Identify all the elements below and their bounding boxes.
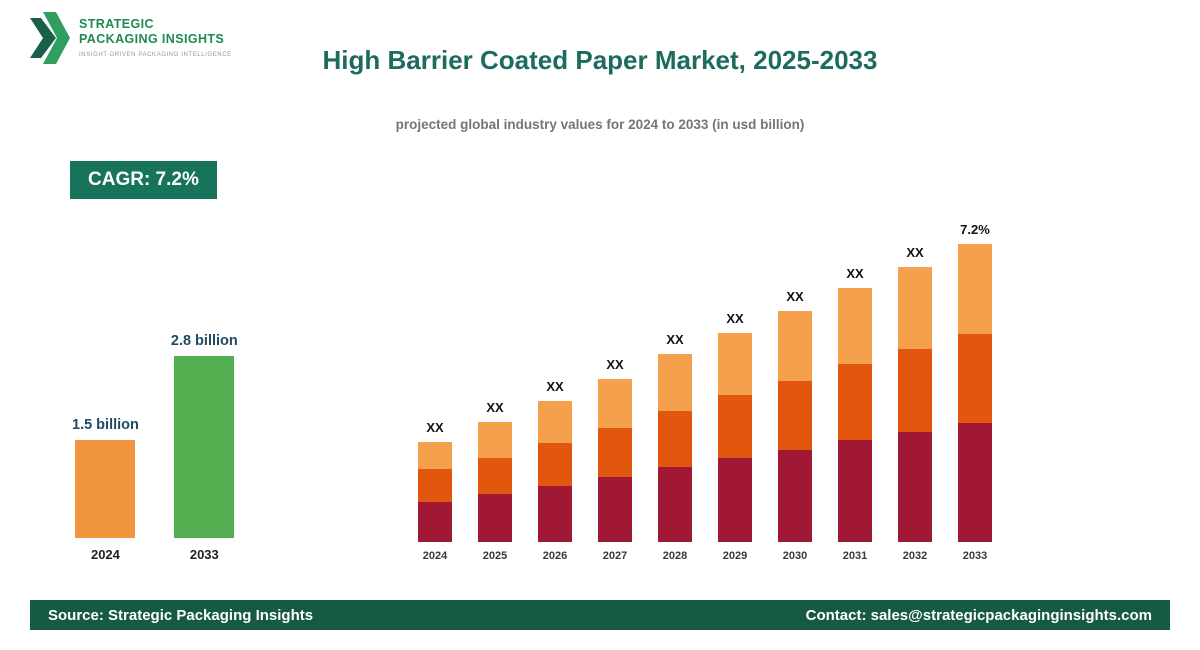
segment-top: [598, 379, 632, 428]
bar-value-label: XX: [906, 245, 924, 260]
segment-top: [958, 244, 992, 334]
logo-name-line2: PACKAGING INSIGHTS: [79, 32, 225, 47]
bar-value-label: XX: [786, 289, 804, 304]
segment-top: [838, 288, 872, 364]
bar-group-2024: XX 2024: [418, 420, 452, 562]
bar-value-label: 2.8 billion: [170, 333, 238, 349]
bar-2029: [718, 333, 752, 542]
bar-value-label: XX: [486, 400, 504, 415]
bar-value-label: XX: [726, 311, 744, 326]
year-label: 2032: [902, 550, 928, 562]
year-label: 2030: [782, 550, 808, 562]
segment-bottom: [538, 486, 572, 542]
cagr-badge: CAGR: 7.2%: [70, 161, 217, 199]
comparison-chart: 1.5 billion 2024 2.8 billion 2033: [72, 333, 238, 562]
segment-middle: [958, 334, 992, 423]
segment-top: [778, 311, 812, 381]
segment-middle: [418, 469, 452, 502]
year-label: 2025: [482, 550, 508, 562]
segment-middle: [598, 428, 632, 477]
segment-bottom: [838, 440, 872, 542]
segment-middle: [538, 443, 572, 486]
bar-group-2033: 7.2% 2033: [958, 222, 992, 562]
bar-group-2027: XX 2027: [598, 357, 632, 562]
bar-group-2024: 1.5 billion 2024: [72, 417, 139, 562]
segment-top: [478, 422, 512, 458]
year-label: 2033: [189, 547, 219, 562]
segment-top: [418, 442, 452, 469]
bar-2031: [838, 288, 872, 542]
logo-text: STRATEGIC PACKAGING INSIGHTS INSIGHT-DRI…: [79, 17, 232, 60]
bar-value-label: XX: [606, 357, 624, 372]
logo: STRATEGIC PACKAGING INSIGHTS INSIGHT-DRI…: [30, 12, 232, 64]
segment-bottom: [958, 423, 992, 542]
year-label: 2029: [722, 550, 748, 562]
bar-2024: [418, 442, 452, 542]
footer-contact: Contact: sales@strategicpackaginginsight…: [805, 606, 1152, 624]
year-label: 2024: [422, 550, 448, 562]
bar-value-label: XX: [426, 420, 444, 435]
segment-bottom: [778, 450, 812, 542]
footer-bar: Source: Strategic Packaging Insights Con…: [30, 600, 1170, 630]
segment-bottom: [658, 467, 692, 542]
logo-name-line1: STRATEGIC: [79, 16, 154, 31]
year-label: 2024: [90, 547, 120, 562]
bar-value-label: 7.2%: [960, 222, 990, 237]
stacked-chart: XX 2024 XX 2025 XX 2026 XX 2027 XX 2028 XX 2029 XX 20…: [418, 222, 992, 562]
bar-2033: [958, 244, 992, 542]
bar-value-label: XX: [846, 266, 864, 281]
segment-bottom: [598, 477, 632, 542]
bar-2030: [778, 311, 812, 542]
bar-value-label: XX: [666, 332, 684, 347]
logo-tagline: INSIGHT-DRIVEN PACKAGING INTELLIGENCE: [79, 51, 232, 58]
bar-2033: [174, 356, 235, 538]
bar-2024: [75, 440, 136, 538]
bar-value-label: 1.5 billion: [72, 417, 139, 433]
year-label: 2027: [602, 550, 628, 562]
segment-top: [658, 354, 692, 411]
bar-2027: [598, 379, 632, 542]
segment-bottom: [898, 432, 932, 542]
segment-bottom: [418, 502, 452, 542]
bar-group-2030: XX 2030: [778, 289, 812, 562]
bar-2026: [538, 401, 572, 542]
page-title: High Barrier Coated Paper Market, 2025-2…: [322, 45, 878, 75]
footer-source: Source: Strategic Packaging Insights: [48, 606, 314, 624]
segment-top: [538, 401, 572, 443]
segment-middle: [718, 395, 752, 458]
bar-2028: [658, 354, 692, 542]
page-subtitle: projected global industry values for 202…: [395, 117, 805, 132]
bar-group-2029: XX 2029: [718, 311, 752, 562]
year-label: 2026: [542, 550, 568, 562]
bar-group-2032: XX 2032: [898, 245, 932, 562]
segment-bottom: [478, 494, 512, 542]
bar-2032: [898, 267, 932, 542]
logo-chevron-icon: [30, 12, 70, 64]
bar-group-2033: 2.8 billion 2033: [171, 333, 238, 562]
bar-2025: [478, 422, 512, 542]
segment-top: [898, 267, 932, 349]
bar-group-2031: XX 2031: [838, 266, 872, 562]
segment-middle: [478, 458, 512, 494]
segment-bottom: [718, 458, 752, 542]
year-label: 2028: [662, 550, 688, 562]
bar-group-2025: XX 2025: [478, 400, 512, 562]
segment-middle: [778, 381, 812, 450]
bar-group-2026: XX 2026: [538, 379, 572, 562]
segment-middle: [838, 364, 872, 440]
year-label: 2031: [842, 550, 868, 562]
year-label: 2033: [962, 550, 988, 562]
bar-group-2028: XX 2028: [658, 332, 692, 562]
segment-top: [718, 333, 752, 395]
segment-middle: [898, 349, 932, 432]
segment-middle: [658, 411, 692, 467]
bar-value-label: XX: [546, 379, 564, 394]
